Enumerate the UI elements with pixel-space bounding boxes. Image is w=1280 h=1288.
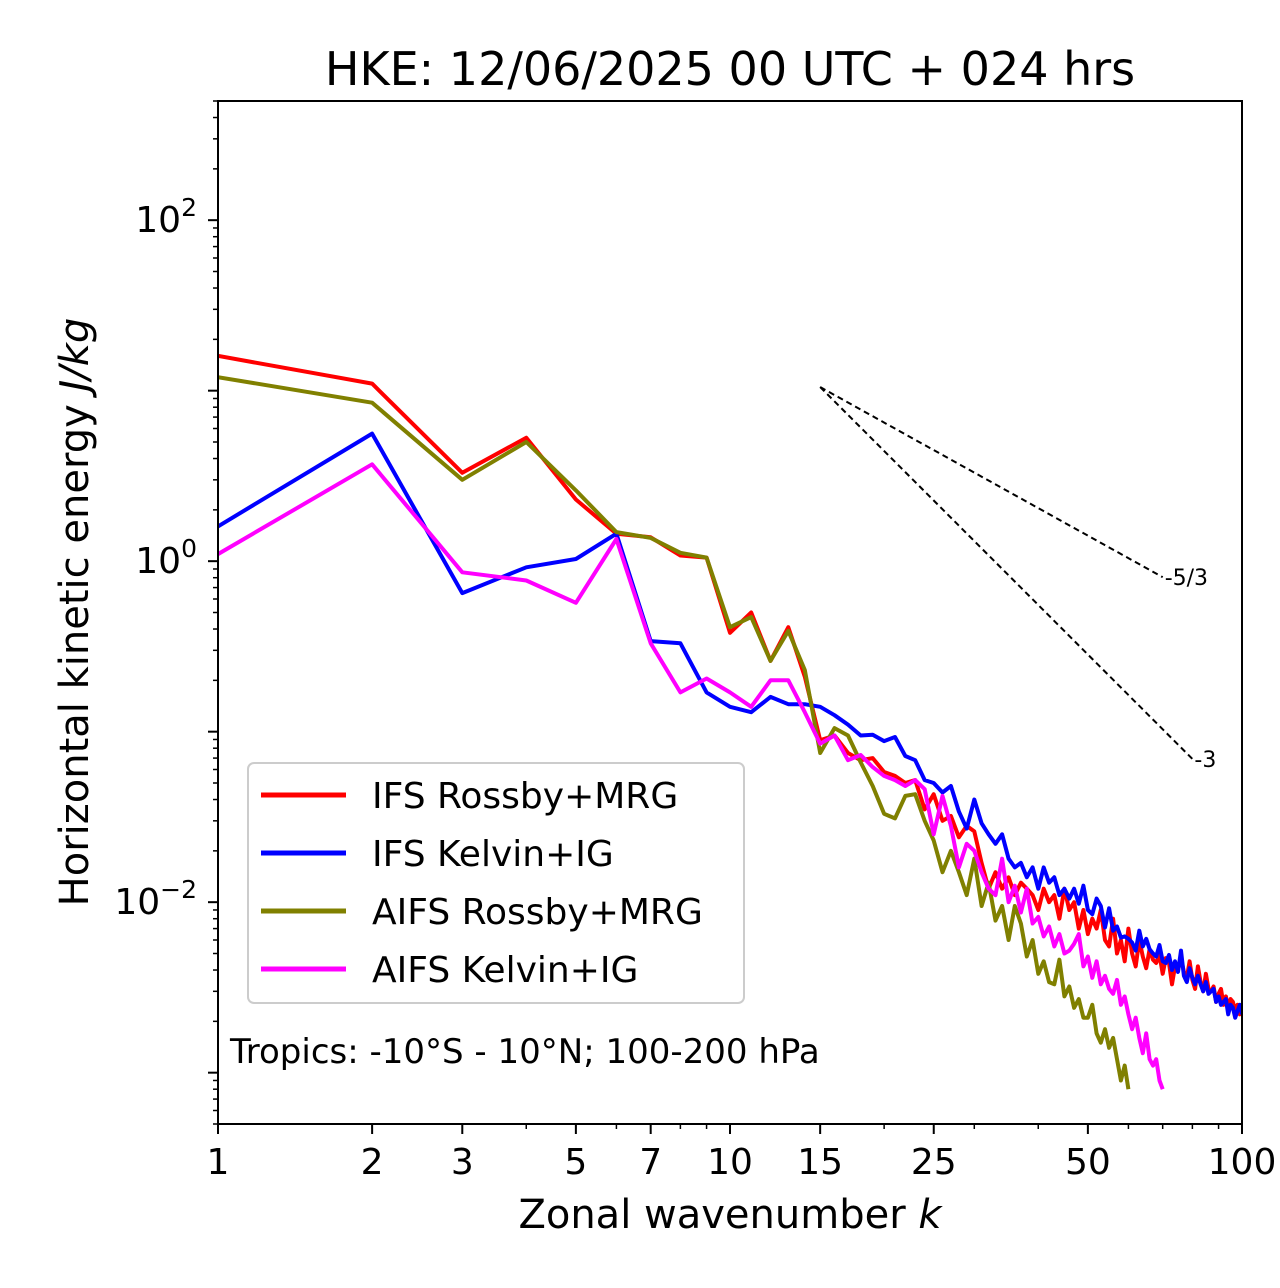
x-tick-label: 10 bbox=[707, 1142, 753, 1183]
reference-line-slope bbox=[819, 386, 1194, 760]
x-tick-label: 15 bbox=[797, 1142, 843, 1183]
x-tick-label: 7 bbox=[639, 1142, 662, 1183]
y-axis-label: Horizontal kinetic energy J/kg bbox=[52, 318, 98, 907]
x-axis-label: Zonal wavenumber k bbox=[518, 1192, 943, 1238]
reference-line-slope bbox=[819, 386, 1164, 579]
reference-slope-lines: -5/3 -3 bbox=[819, 386, 1216, 773]
plot-frame bbox=[217, 100, 1243, 1125]
x-tick-label: 2 bbox=[361, 1142, 384, 1183]
legend: IFS Rossby+MRG IFS Kelvin+IG AIFS Rossby+M… bbox=[247, 762, 745, 1004]
region-annotation: Tropics: -10°S - 10°N; 100-200 hPa bbox=[229, 1032, 820, 1072]
series-line-ifs-kelvin-ig bbox=[218, 431, 1242, 1020]
chart-title: HKE: 12/06/2025 00 UTC + 024 hrs bbox=[325, 42, 1135, 96]
x-tick-label: 5 bbox=[564, 1142, 587, 1183]
y-tick-label: 10−2 bbox=[114, 875, 197, 923]
series-line-aifs-kelvin-ig bbox=[218, 462, 1165, 1090]
legend-label: AIFS Rossby+MRG bbox=[372, 892, 703, 933]
series-line-aifs-rossby-mrg bbox=[218, 375, 1131, 1090]
x-tick-label: 50 bbox=[1065, 1142, 1111, 1183]
x-tick-label: 100 bbox=[1208, 1142, 1277, 1183]
legend-label: IFS Rossby+MRG bbox=[372, 776, 678, 817]
series-lines bbox=[218, 353, 1242, 1090]
legend-label: IFS Kelvin+IG bbox=[372, 834, 614, 875]
legend-frame bbox=[247, 762, 745, 1004]
x-tick-label: 1 bbox=[207, 1142, 230, 1183]
y-tick-label: 100 bbox=[135, 534, 197, 582]
x-tick-label: 3 bbox=[451, 1142, 474, 1183]
reference-line-label: -3 bbox=[1194, 748, 1216, 773]
legend-label: AIFS Kelvin+IG bbox=[372, 950, 638, 991]
x-tick-label: 25 bbox=[911, 1142, 957, 1183]
axis-ticks: 1 2 3 5 7 10 15 25 50 100 10−2 100 102 bbox=[114, 100, 1277, 1183]
reference-line-label: -5/3 bbox=[1165, 566, 1208, 591]
y-tick-label: 102 bbox=[135, 193, 197, 241]
